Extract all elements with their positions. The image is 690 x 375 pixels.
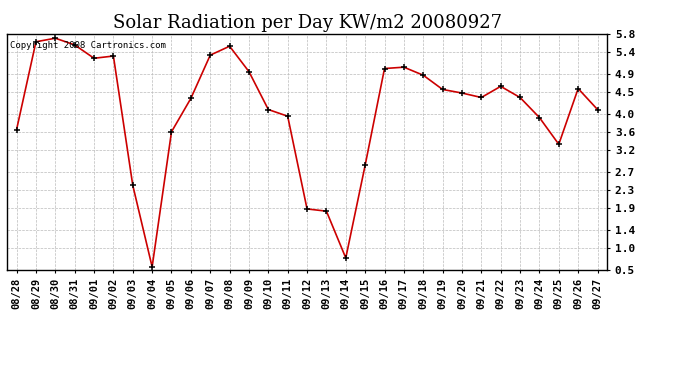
Title: Solar Radiation per Day KW/m2 20080927: Solar Radiation per Day KW/m2 20080927 xyxy=(112,14,502,32)
Text: Copyright 2008 Cartronics.com: Copyright 2008 Cartronics.com xyxy=(10,41,166,50)
